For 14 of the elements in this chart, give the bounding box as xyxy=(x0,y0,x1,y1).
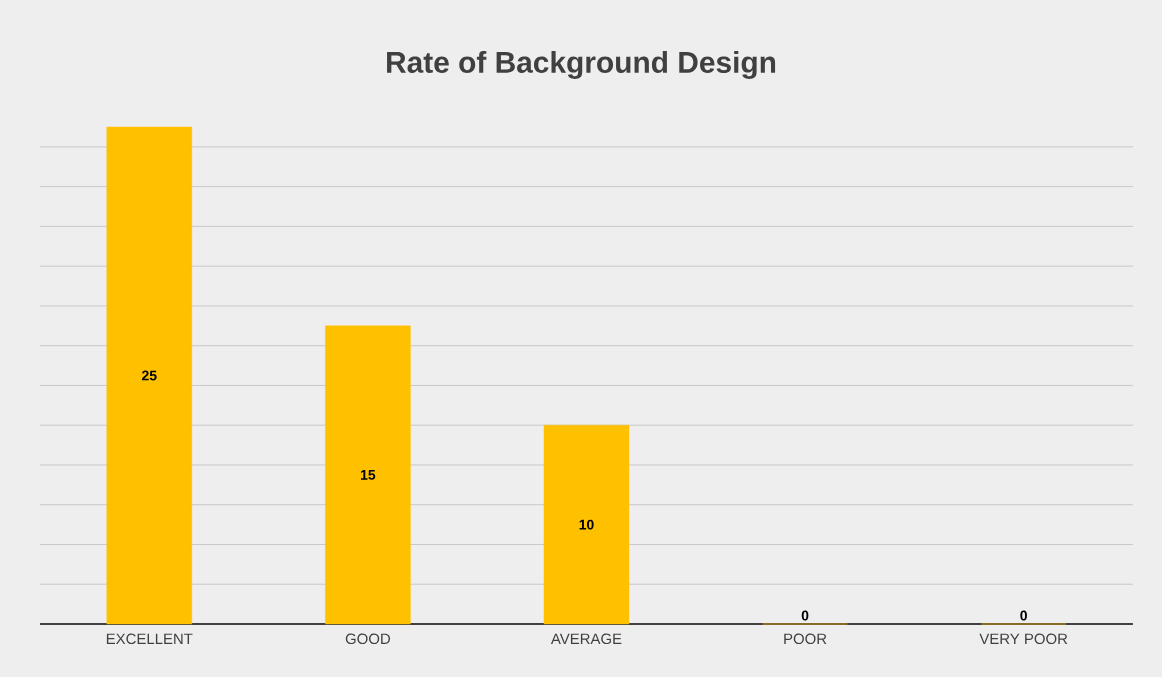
bar xyxy=(325,325,411,625)
chart-title: Rate of Background Design xyxy=(387,51,776,79)
bar xyxy=(106,126,192,625)
data-label: 15 xyxy=(361,470,376,480)
x-tick-label: GOOD xyxy=(345,633,391,645)
data-label: 10 xyxy=(579,519,594,530)
bar xyxy=(543,425,630,625)
x-tick-label: POOR xyxy=(784,633,827,645)
x-tick-label: VERY POOR xyxy=(979,633,1068,645)
data-label: 25 xyxy=(142,370,157,381)
x-tick-label: AVERAGE xyxy=(550,633,622,645)
data-label: 0 xyxy=(1020,610,1027,621)
x-tick-label: EXCELLENT xyxy=(106,633,193,645)
data-label: 0 xyxy=(801,610,809,621)
